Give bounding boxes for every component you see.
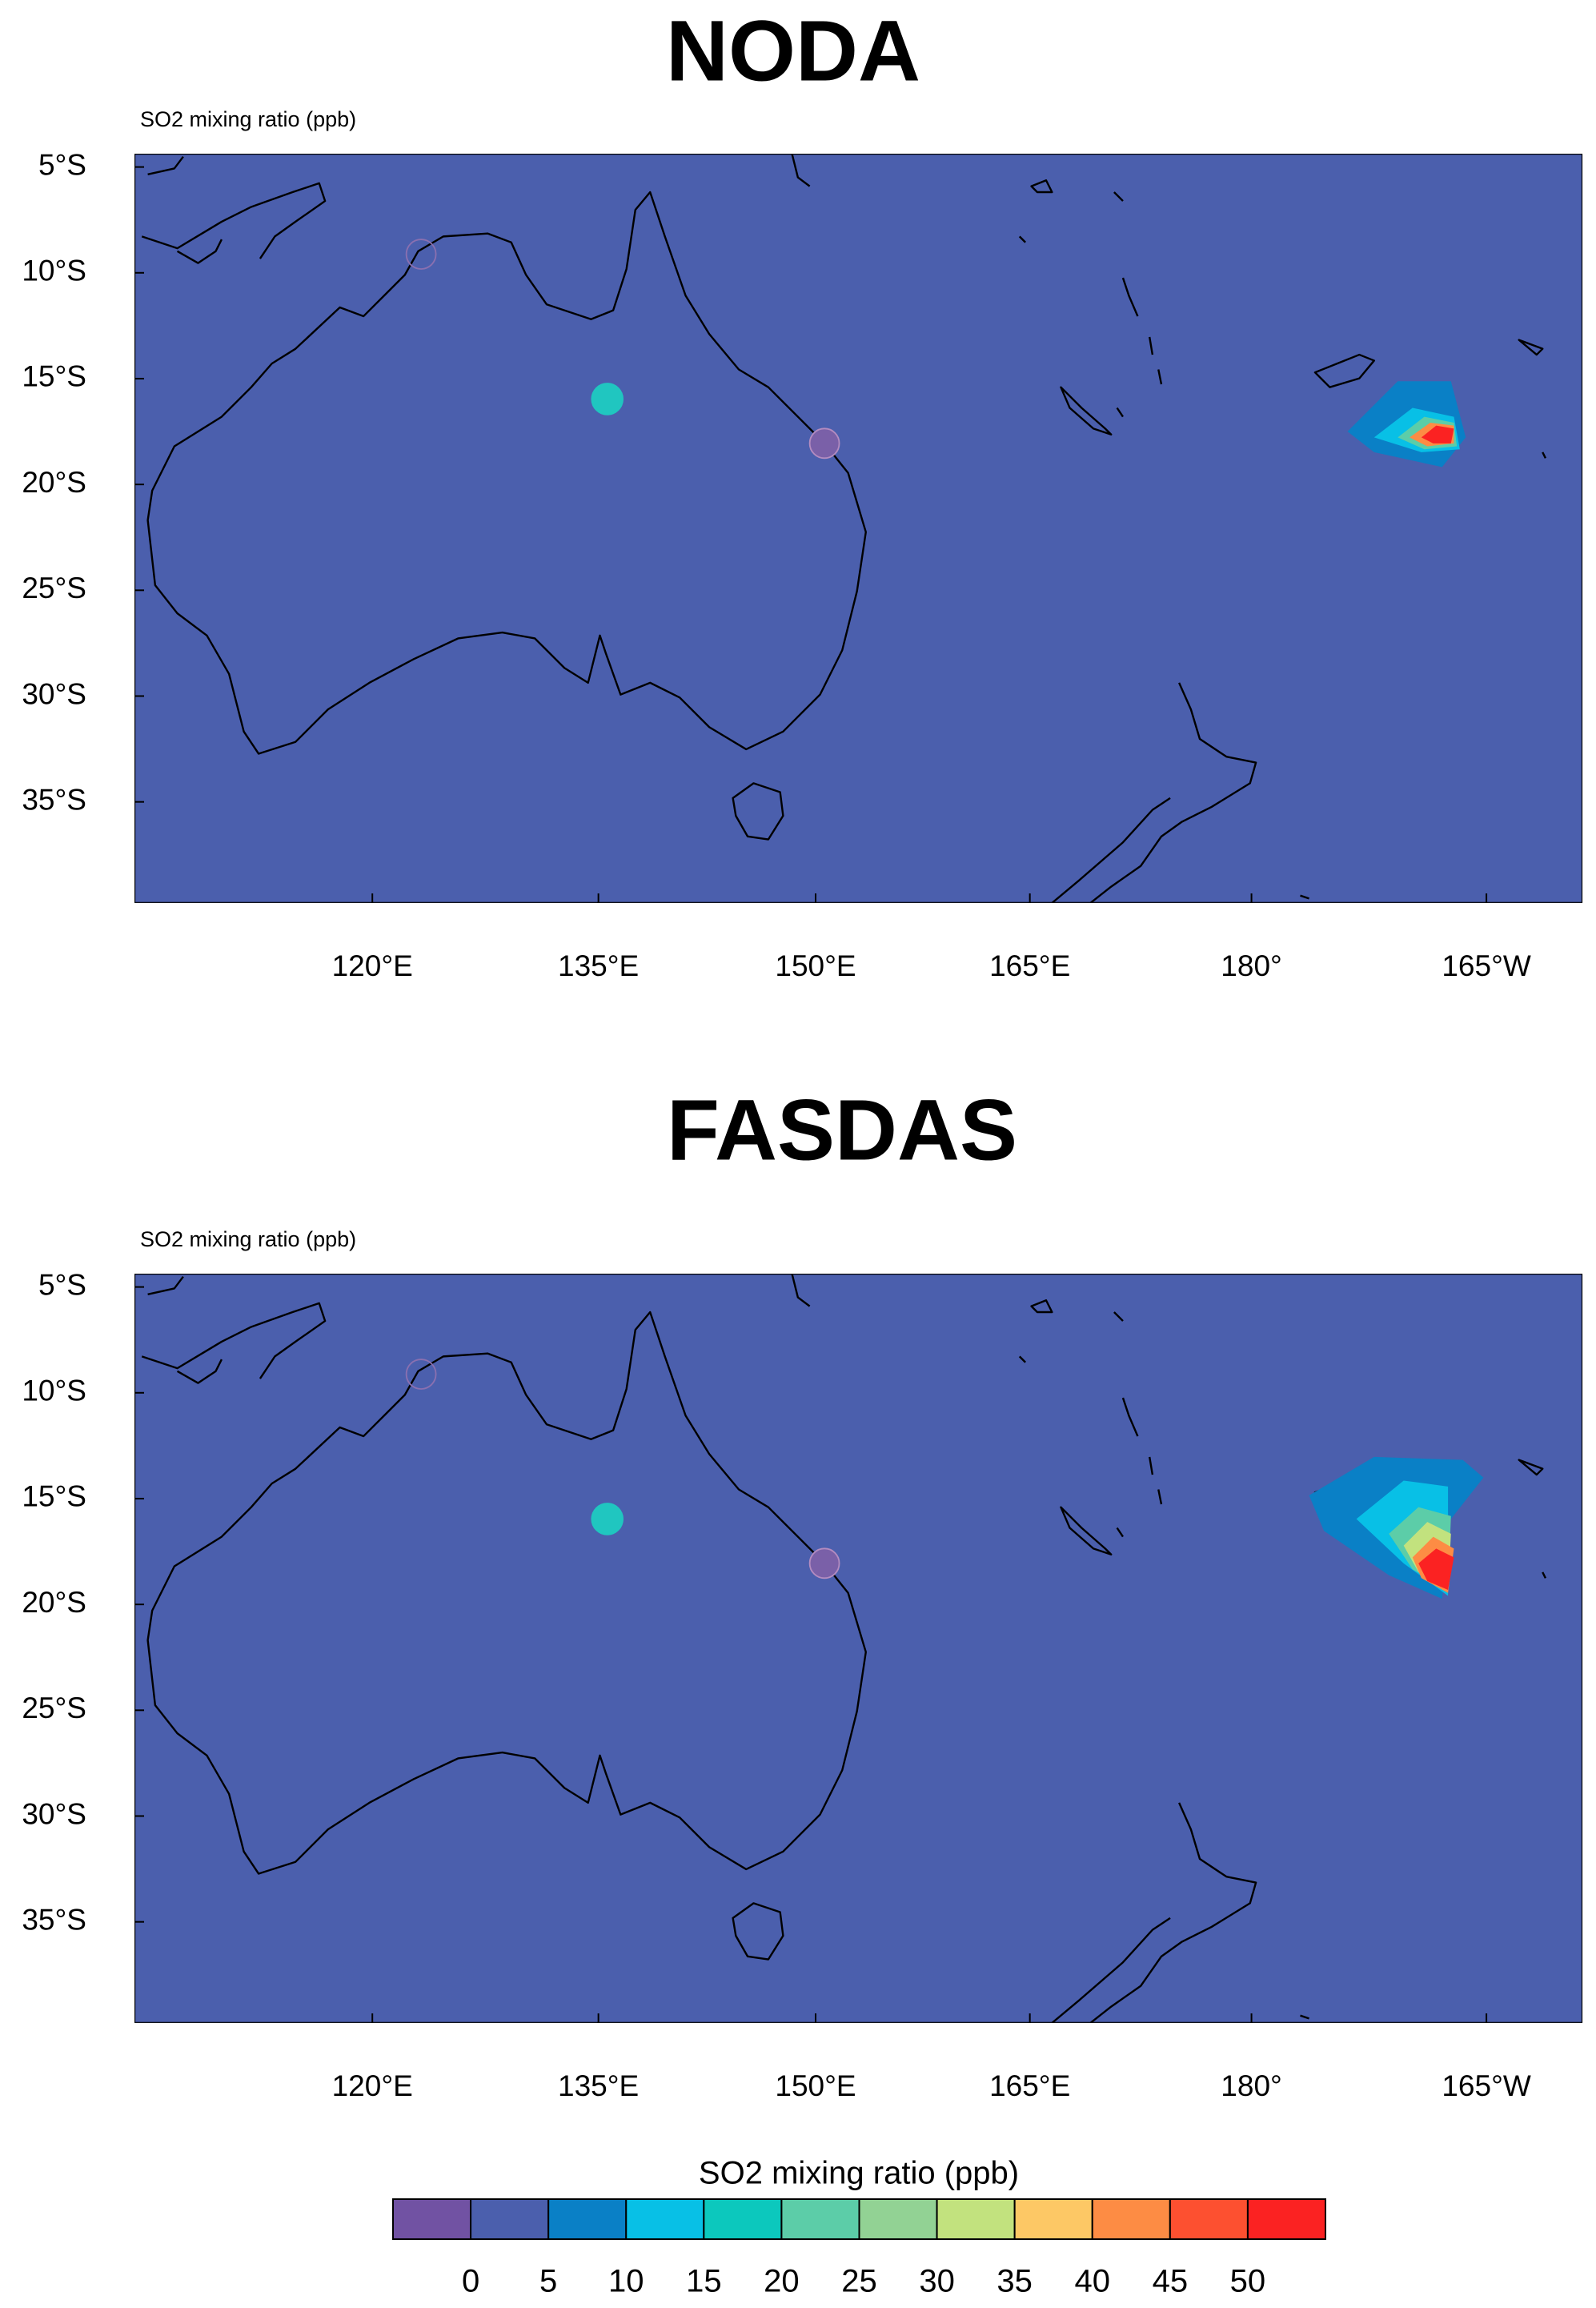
plume [1421, 425, 1454, 444]
site [405, 239, 437, 270]
lat-label: 30°S [22, 677, 86, 710]
plume [1418, 1548, 1454, 1591]
colorbar-box [1013, 2198, 1093, 2240]
site [591, 383, 624, 415]
lon-label: 180° [1221, 2069, 1282, 2102]
lat-label: 25°S [22, 1692, 86, 1724]
map [134, 1273, 1583, 2023]
site [405, 1359, 437, 1390]
colorbar-label: 50 [1230, 2264, 1266, 2299]
lon-label: 120°E [332, 2069, 413, 2102]
lon-label: 165°W [1442, 949, 1531, 982]
colorbar-box [936, 2198, 1016, 2240]
colorbar-box [858, 2198, 938, 2240]
panel-fasdas: FASDAS SO2 mixing ratio (ppb) [134, 1082, 1583, 2023]
panel-title: NODA [666, 2, 920, 99]
lat-label: 5°S [38, 148, 86, 181]
colorbar-label: 20 [764, 2264, 800, 2299]
colorbar-label: 40 [1075, 2264, 1111, 2299]
colorbar-label: 45 [1153, 2264, 1189, 2299]
site [808, 1547, 840, 1579]
lon-label: 180° [1221, 949, 1282, 982]
colorbar-label: 15 [686, 2264, 722, 2299]
colorbar-box [780, 2198, 860, 2240]
colorbar-label: 30 [919, 2264, 955, 2299]
lat-label: 15°S [22, 1480, 86, 1513]
panel-subtitle: SO2 mixing ratio (ppb) [140, 107, 356, 131]
lat-label: 20°S [22, 1586, 86, 1619]
colorbar-box [1091, 2198, 1171, 2240]
lat-label: 10°S [22, 1375, 86, 1407]
lat-label: 25°S [22, 572, 86, 604]
lon-label: 150°E [775, 949, 856, 982]
colorbar-box [547, 2198, 628, 2240]
panel-subtitle: SO2 mixing ratio (ppb) [140, 1227, 356, 1251]
colorbar: SO2 mixing ratio (ppb) 0 5 10 15 20 25 30 35 40 4… [392, 2156, 1326, 2299]
panel-title: FASDAS [667, 1082, 1017, 1178]
colorbar-box [703, 2198, 783, 2240]
site [591, 1503, 624, 1535]
lon-label: 135°E [558, 2069, 639, 2102]
lon-label: 135°E [558, 949, 639, 982]
lon-label: 165°E [989, 949, 1070, 982]
colorbar-box [392, 2198, 472, 2240]
panel-noda: NODA SO2 mixing ratio (ppb) [134, 2, 1583, 903]
colorbar-box [1169, 2198, 1249, 2240]
site [808, 427, 840, 460]
lon-label: 165°E [989, 2069, 1070, 2102]
lat-label: 5°S [38, 1268, 86, 1301]
lon-label: 120°E [332, 949, 413, 982]
colorbar-title: SO2 mixing ratio (ppb) [699, 2156, 1019, 2191]
map [134, 154, 1583, 903]
colorbar-box [1246, 2198, 1326, 2240]
colorbar-label: 5 [539, 2264, 557, 2299]
lon-label: 150°E [775, 2069, 856, 2102]
lat-label: 30°S [22, 1797, 86, 1830]
lat-label: 35°S [22, 783, 86, 816]
colorbar-box [470, 2198, 550, 2240]
colorbar-box [625, 2198, 705, 2240]
colorbar-label: 25 [841, 2264, 877, 2299]
colorbar-label: 0 [462, 2264, 479, 2299]
colorbar-label: 10 [608, 2264, 644, 2299]
lat-label: 20°S [22, 466, 86, 499]
lat-label: 10°S [22, 255, 86, 287]
colorbar-label: 35 [996, 2264, 1033, 2299]
lat-label: 35°S [22, 1903, 86, 1936]
lon-label: 165°W [1442, 2069, 1531, 2102]
lat-label: 15°S [22, 360, 86, 393]
